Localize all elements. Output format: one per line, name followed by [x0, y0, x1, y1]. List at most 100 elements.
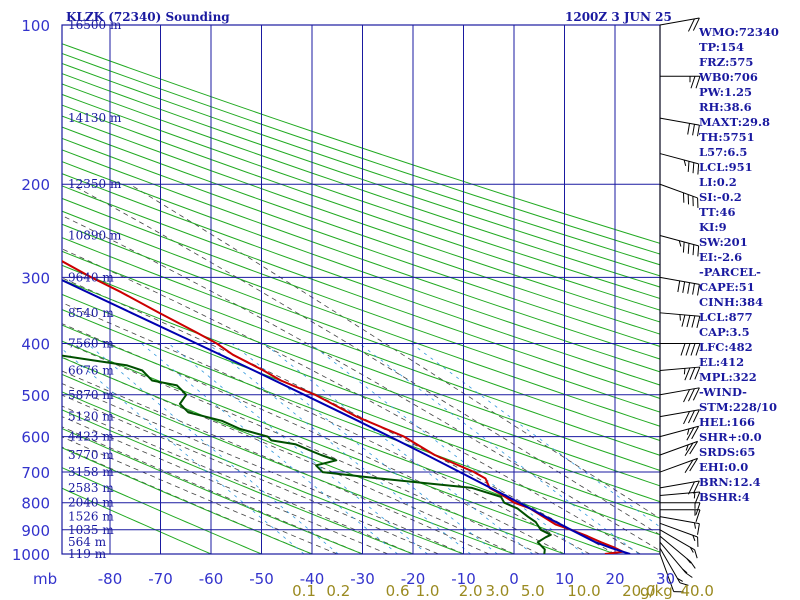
wind-barb-feather	[692, 409, 700, 423]
wind-barb-half-feather	[678, 240, 682, 247]
wind-barb-staff	[659, 457, 698, 473]
dry-adiabat-line	[62, 83, 660, 288]
index-value: HEL:166	[699, 415, 755, 429]
dry-adiabat-line	[62, 340, 616, 554]
dry-adiabat-line	[62, 197, 660, 413]
mixing-ratio-tick-label: 0.1	[292, 582, 316, 600]
dry-adiabat-line	[62, 173, 660, 386]
wind-barb	[659, 541, 693, 578]
dry-adiabat-line	[62, 104, 660, 311]
index-value: FRZ:575	[699, 55, 753, 69]
wind-barb-half-feather	[683, 159, 687, 166]
mixing-ratio-tick-label: 0.6	[386, 582, 410, 600]
index-value: LI:0.2	[699, 175, 737, 189]
wind-barb-feather	[697, 284, 700, 296]
wind-barb-feather	[687, 18, 695, 32]
index-value: BSHR:4	[699, 490, 750, 504]
wind-barb-staff	[659, 547, 681, 584]
wind-barb-half-feather	[686, 558, 692, 564]
moist-adiabat-line	[62, 405, 414, 554]
pressure-tick-label: 700	[21, 464, 50, 482]
wind-barb-half-feather	[682, 568, 688, 574]
wind-barb-feather	[695, 502, 701, 515]
index-value: EHI:0.0	[699, 460, 748, 474]
index-value: SHR+:0.0	[699, 430, 762, 444]
wind-barb-feather	[677, 280, 681, 293]
pressure-tick-label: 100	[21, 17, 50, 35]
mixing-ratio-tick-label: 10.0	[567, 582, 600, 600]
wind-barb-staff	[659, 117, 700, 126]
wind-barb-feather	[697, 125, 700, 137]
dry-adiabat-line	[62, 427, 363, 554]
temperature-tick-label: -80	[98, 570, 123, 588]
wind-barb-feather	[687, 161, 690, 172]
temperature-tick-label: 30	[656, 570, 675, 588]
index-value: TH:5751	[699, 130, 755, 144]
temperature-tick-label: -50	[249, 570, 274, 588]
index-panel: WMO:72340TP:154FRZ:575WB0:706PW:1.25RH:3…	[698, 25, 779, 504]
wind-barb	[659, 529, 698, 559]
dry-adiabat-line	[62, 185, 660, 399]
wind-barb-feather	[697, 245, 700, 257]
wind-barb-feather	[692, 17, 700, 31]
index-value: LCL:951	[699, 160, 753, 174]
mixing-ratio-tick-label: 3.0	[485, 582, 509, 600]
height-label: 7560 m	[68, 336, 114, 350]
wind-barb-feather	[680, 343, 686, 356]
index-value: -PARCEL-	[699, 265, 761, 279]
wind-barb-feather	[689, 458, 699, 472]
wind-barb-staff	[659, 529, 695, 551]
moist-adiabat-line	[62, 416, 388, 554]
dry-adiabat-line	[62, 210, 660, 427]
mixing-ratio-tick-label: 20.0	[622, 582, 655, 600]
mixing-ratio-tick-label: 0.2	[326, 582, 350, 600]
wind-barb	[659, 491, 701, 505]
index-value: CAP:3.5	[699, 325, 750, 339]
wind-barb	[659, 553, 684, 593]
parcel-profile-line	[62, 279, 631, 554]
wind-barb-feather	[681, 314, 686, 327]
index-value: WMO:72340	[698, 25, 779, 39]
height-label: 1035 m	[68, 523, 114, 537]
dry-adiabat-line	[62, 149, 660, 360]
index-value: KI:9	[699, 220, 727, 234]
wind-barb-feather	[689, 367, 696, 380]
wind-barb-half-feather	[693, 492, 696, 499]
index-value: CAPE:51	[699, 280, 755, 294]
wind-barb-half-feather	[693, 522, 697, 529]
wind-barb	[659, 276, 700, 296]
dry-adiabat-line	[62, 487, 212, 554]
height-label: 2040 m	[68, 496, 114, 510]
wind-barb-staff	[659, 522, 698, 538]
dry-adiabat-line	[62, 279, 660, 503]
index-value: RH:38.6	[699, 100, 752, 114]
mixing-ratio-tick-label: 1.0	[416, 582, 440, 600]
temperature-tick-label: -20	[401, 570, 426, 588]
wind-barb	[660, 75, 701, 89]
height-label: 5120 m	[68, 410, 114, 424]
wind-barb-feather	[695, 76, 701, 89]
pressure-tick-label: 900	[21, 522, 50, 540]
wind-barb-feather	[690, 561, 696, 569]
height-label: 3158 m	[68, 465, 114, 479]
wind-barb-feather	[684, 367, 691, 381]
wind-barb	[659, 535, 696, 569]
pressure-tick-label: 600	[21, 429, 50, 447]
height-label: 5870 m	[68, 388, 114, 402]
wind-barb-feather	[686, 315, 691, 328]
dry-adiabat-line	[62, 467, 262, 554]
index-value: -WIND-	[699, 385, 747, 399]
dry-adiabat-line	[62, 43, 660, 244]
wind-barb-staff	[659, 17, 700, 26]
wind-barb-half-feather	[686, 428, 690, 435]
wind-barb-staff	[659, 425, 699, 438]
wind-barb-staff	[659, 541, 687, 574]
index-value: L57:6.5	[699, 145, 747, 159]
mixing-ratio-tick-label: 5.0	[521, 582, 545, 600]
wind-barb-feather	[682, 241, 685, 253]
index-value: MAXT:29.8	[699, 115, 770, 129]
height-label: 564 m	[68, 535, 107, 549]
wind-barb-feather	[685, 343, 691, 356]
height-label: 9640 m	[68, 270, 114, 284]
wind-barb-half-feather	[689, 547, 694, 553]
